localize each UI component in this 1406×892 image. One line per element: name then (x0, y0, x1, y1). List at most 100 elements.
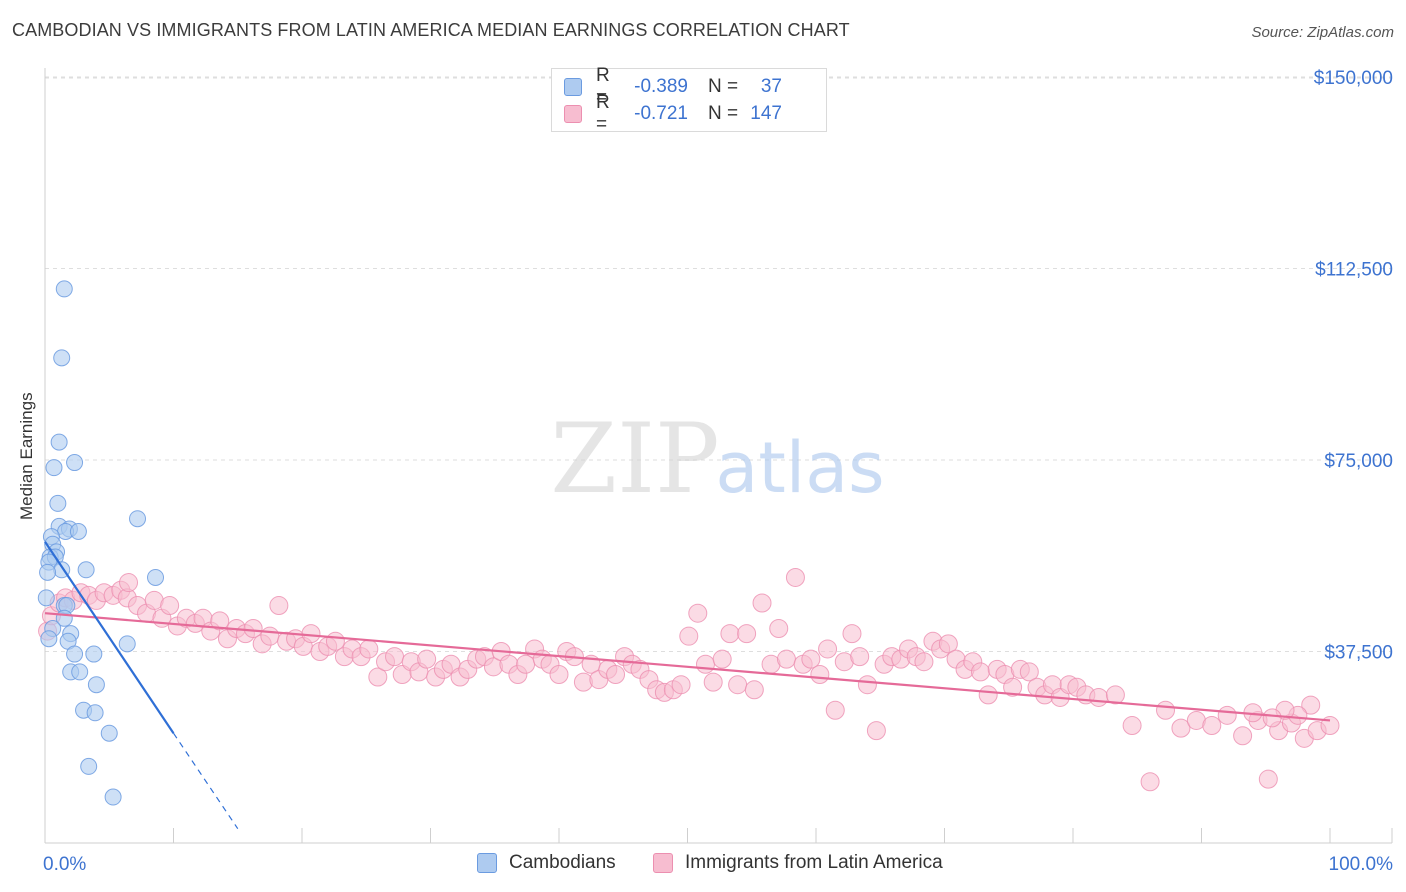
series-cambodians-points (37, 280, 165, 806)
legend-row-latin-america: R = -0.721 N = 147 (564, 92, 782, 135)
data-point-latin-america (119, 573, 139, 593)
data-point-latin-america (1217, 705, 1237, 725)
y-tick-label: $37,500 (1324, 643, 1393, 664)
data-point-latin-america (825, 700, 845, 720)
data-point-latin-america (1262, 708, 1282, 728)
watermark: ZIP atlas (550, 403, 884, 515)
legend-n-value: 147 (750, 103, 782, 124)
data-point-latin-america (368, 667, 388, 687)
data-point-cambodians (147, 568, 165, 586)
data-point-latin-america (744, 680, 764, 700)
data-point-latin-america (688, 603, 708, 623)
data-point-latin-america (970, 662, 990, 682)
legend-n-label: N = (708, 103, 739, 124)
data-point-latin-america (417, 649, 437, 669)
grid-layer (45, 76, 1392, 652)
data-point-latin-america (914, 652, 934, 672)
legend-item-cambodians[interactable]: Cambodians (477, 852, 616, 874)
data-point-latin-america (810, 664, 830, 684)
data-point-latin-america (260, 626, 280, 646)
data-point-cambodians (50, 433, 68, 451)
data-point-latin-america (695, 654, 715, 674)
data-point-latin-america (752, 593, 772, 613)
x-tick-label-min: 0.0% (43, 854, 86, 875)
data-point-latin-america (776, 649, 796, 669)
data-point-latin-america (712, 649, 732, 669)
data-point-latin-america (1019, 662, 1039, 682)
data-point-latin-america (1140, 772, 1160, 792)
data-point-cambodians (69, 522, 87, 540)
data-point-latin-america (801, 649, 821, 669)
data-point-cambodians (77, 561, 95, 579)
data-point-latin-america (1089, 687, 1109, 707)
data-point-latin-america (1156, 700, 1176, 720)
data-point-latin-america (359, 639, 379, 659)
y-tick-label: $75,000 (1324, 451, 1393, 472)
data-point-latin-america (728, 675, 748, 695)
legend-swatch-blue (477, 853, 497, 873)
data-point-latin-america (1171, 718, 1191, 738)
data-point-latin-america (842, 624, 862, 644)
data-point-latin-america (1003, 677, 1023, 697)
data-point-cambodians (104, 788, 122, 806)
series-legend: Cambodians Immigrants from Latin America (0, 852, 1406, 876)
data-point-cambodians (85, 645, 103, 663)
legend-row-cambodians: R = -0.389 N = 37 (564, 65, 782, 108)
data-point-latin-america (857, 675, 877, 695)
legend-r-label: R = (596, 65, 610, 108)
data-point-cambodians (55, 280, 73, 298)
data-point-latin-america (269, 596, 289, 616)
watermark-atlas: atlas (715, 427, 884, 509)
legend-item-latin-america[interactable]: Immigrants from Latin America (653, 852, 943, 874)
data-point-cambodians (49, 494, 67, 512)
trend-line-cambodians (44, 541, 175, 734)
data-point-latin-america (737, 624, 757, 644)
data-point-latin-america (720, 624, 740, 644)
series-latin-america-points (38, 567, 1340, 792)
data-point-cambodians (87, 676, 105, 694)
legend-r-label: R = (596, 92, 610, 135)
data-point-latin-america (703, 672, 723, 692)
tick-labels: $37,500 $75,000 $112,500 $150,000 0.0% 100.0% (43, 68, 1393, 875)
data-point-latin-america (1258, 769, 1278, 789)
data-point-cambodians (66, 645, 84, 663)
data-point-cambodians (37, 589, 55, 607)
data-point-cambodians (45, 459, 63, 477)
data-point-latin-america (850, 647, 870, 667)
y-axis-label: Median Earnings (17, 392, 36, 520)
legend-label-cambodians: Cambodians (509, 852, 616, 873)
data-point-latin-america (210, 611, 230, 631)
source-label: Source: ZipAtlas.com (1251, 24, 1394, 41)
data-point-cambodians (118, 635, 136, 653)
data-point-latin-america (243, 619, 263, 639)
data-point-latin-america (769, 619, 789, 639)
legend-label-latin-america: Immigrants from Latin America (685, 852, 943, 873)
y-tick-label: $112,500 (1315, 260, 1393, 281)
data-point-cambodians (39, 563, 57, 581)
x-tick-label-max: 100.0% (1329, 854, 1394, 875)
watermark-zip: ZIP (550, 403, 719, 515)
legend-n-value: 37 (760, 76, 782, 97)
data-point-latin-america (385, 647, 405, 667)
chart-title: CAMBODIAN VS IMMIGRANTS FROM LATIN AMERI… (12, 20, 850, 40)
trend-line-cambodians-extrapolated (173, 732, 239, 830)
data-point-latin-america (301, 624, 321, 644)
legend-swatch-pink (653, 853, 673, 873)
data-point-latin-america (1301, 695, 1321, 715)
data-point-latin-america (1233, 726, 1253, 746)
data-point-latin-america (549, 664, 569, 684)
correlation-legend: R = -0.389 N = 37 R = -0.721 N = 147 (551, 65, 827, 135)
data-point-latin-america (606, 664, 626, 684)
data-point-latin-america (160, 596, 180, 616)
data-point-cambodians (40, 630, 58, 648)
data-point-cambodians (71, 663, 89, 681)
data-point-latin-america (785, 567, 805, 587)
axis-layer (44, 68, 1393, 844)
trend-line-latin-america (44, 612, 1331, 722)
data-point-latin-america (1105, 685, 1125, 705)
data-point-latin-america (679, 626, 699, 646)
data-point-latin-america (866, 721, 886, 741)
data-point-cambodians (80, 757, 98, 775)
data-point-latin-america (1202, 716, 1222, 736)
